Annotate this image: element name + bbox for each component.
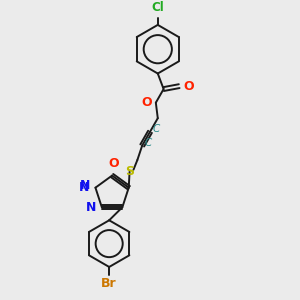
Text: S: S bbox=[125, 165, 134, 178]
Text: O: O bbox=[183, 80, 194, 93]
Text: O: O bbox=[141, 96, 152, 109]
Text: Br: Br bbox=[101, 277, 117, 290]
Text: C: C bbox=[144, 137, 152, 148]
Text: O: O bbox=[109, 157, 119, 170]
Text: N: N bbox=[80, 179, 91, 192]
Text: C: C bbox=[152, 124, 160, 134]
Text: N: N bbox=[79, 181, 90, 194]
Text: Cl: Cl bbox=[152, 1, 164, 14]
Text: N: N bbox=[85, 201, 96, 214]
